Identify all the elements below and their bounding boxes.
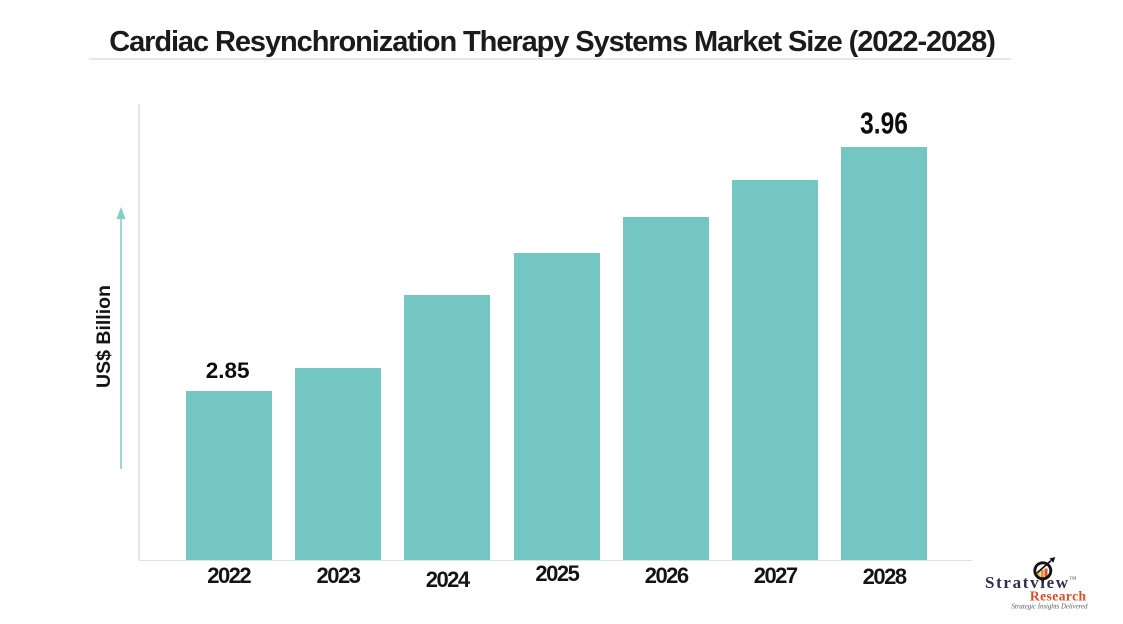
svg-text:Strategic Insights Delivered: Strategic Insights Delivered [1011,604,1088,611]
svg-text:TM: TM [1070,576,1077,581]
svg-text:Research: Research [1030,589,1087,604]
